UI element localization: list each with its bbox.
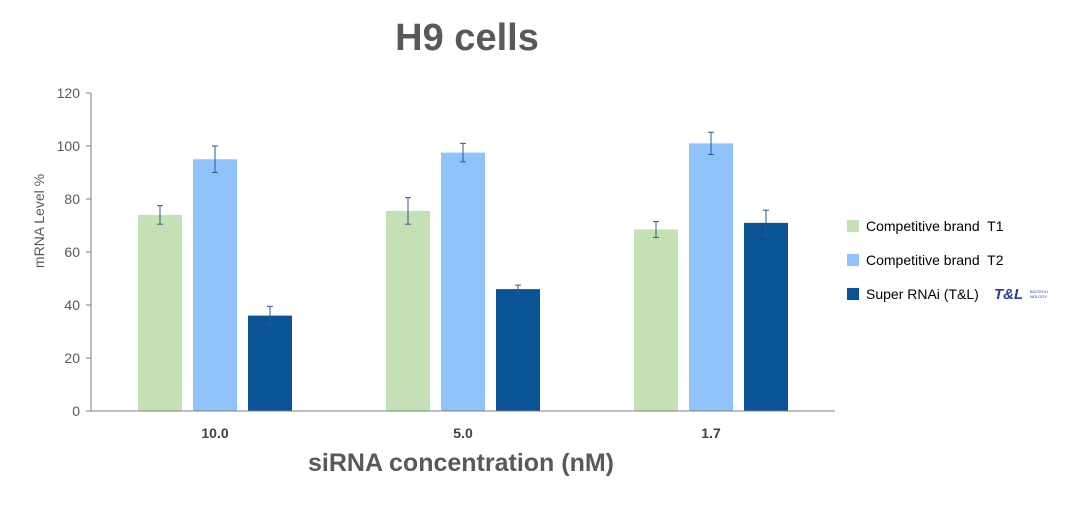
x-tick-label: 1.7 bbox=[701, 425, 721, 441]
x-axis-label: siRNA concentration (nM) bbox=[308, 449, 614, 477]
bar-3-1.7 bbox=[744, 222, 788, 411]
y-tick-label: 60 bbox=[64, 244, 80, 260]
x-tick-label: 10.0 bbox=[201, 425, 228, 441]
y-tick-label: 40 bbox=[64, 297, 80, 313]
legend-swatch bbox=[847, 220, 859, 232]
legend-label: Competitive brand T1 bbox=[866, 218, 1004, 234]
bar-2-1.7 bbox=[689, 143, 733, 411]
y-tick-label: 0 bbox=[72, 403, 80, 419]
logo-sub-text: NOLOGY bbox=[1030, 294, 1047, 299]
bars bbox=[138, 143, 788, 411]
legend-swatch bbox=[847, 254, 859, 266]
chart-title: H9 cells bbox=[395, 17, 539, 59]
legend-label: Competitive brand T2 bbox=[866, 252, 1004, 268]
bar-2-10.0 bbox=[193, 159, 237, 411]
x-tick-label: 5.0 bbox=[453, 425, 473, 441]
bar-1-10.0 bbox=[138, 214, 182, 411]
legend-label: Super RNAi (T&L) bbox=[866, 286, 979, 302]
legend-swatch bbox=[847, 288, 859, 300]
bar-2-5.0 bbox=[441, 152, 485, 411]
legend: Competitive brand T1 Competitive brand T2… bbox=[847, 218, 1048, 303]
y-tick-label: 80 bbox=[64, 191, 80, 207]
bar-1-5.0 bbox=[386, 210, 430, 411]
y-tick-label: 120 bbox=[57, 85, 81, 101]
logo-sub-text: BIOTECH bbox=[1030, 289, 1048, 294]
y-tick-label: 20 bbox=[64, 350, 80, 366]
y-axis: 0 20 40 60 80 100 120 bbox=[57, 85, 92, 419]
bar-1-1.7 bbox=[634, 229, 678, 411]
y-axis-label: mRNA Level % bbox=[31, 174, 47, 268]
bar-3-10.0 bbox=[248, 315, 292, 411]
x-axis: 10.0 5.0 1.7 bbox=[91, 410, 835, 441]
logo-main-text: T&L bbox=[994, 286, 1023, 303]
bar-3-5.0 bbox=[496, 289, 540, 411]
error-bars bbox=[157, 131, 769, 326]
y-tick-label: 100 bbox=[57, 138, 81, 154]
